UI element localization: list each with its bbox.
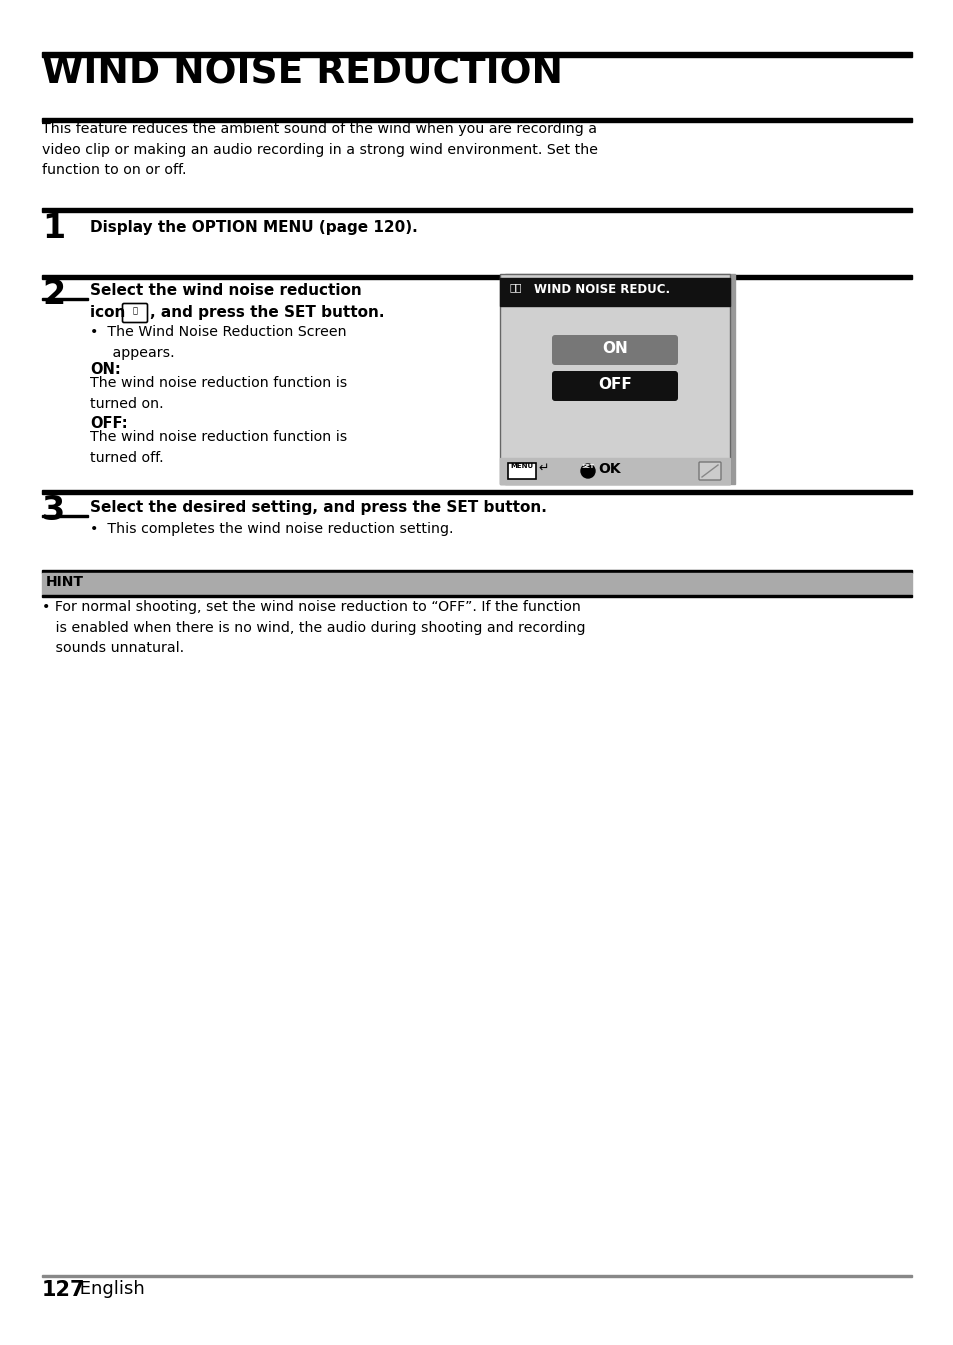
Text: HINT: HINT <box>46 576 84 589</box>
FancyBboxPatch shape <box>552 371 678 401</box>
Text: Select the wind noise reduction: Select the wind noise reduction <box>90 282 361 299</box>
Text: OK: OK <box>598 461 620 476</box>
Text: ON:: ON: <box>90 362 121 377</box>
Bar <box>507 463 536 479</box>
Text: MENU: MENU <box>510 463 533 469</box>
Text: This feature reduces the ambient sound of the wind when you are recording a
vide: This feature reduces the ambient sound o… <box>42 122 598 178</box>
Text: WIND NOISE REDUCTION: WIND NOISE REDUCTION <box>42 55 562 91</box>
Text: ↵: ↵ <box>537 461 548 475</box>
Text: SET: SET <box>581 464 594 469</box>
Bar <box>42 208 911 213</box>
Bar <box>499 274 729 484</box>
Text: Select the desired setting, and press the SET button.: Select the desired setting, and press th… <box>90 500 546 515</box>
Text: 1: 1 <box>42 213 65 245</box>
Bar <box>499 459 729 484</box>
Bar <box>504 274 734 484</box>
Circle shape <box>580 464 595 477</box>
Bar <box>499 278 729 307</box>
Text: 3: 3 <box>42 494 65 527</box>
Text: icon: icon <box>90 305 131 320</box>
Text: 🎤: 🎤 <box>132 307 137 315</box>
FancyBboxPatch shape <box>552 335 678 364</box>
Text: •  The Wind Noise Reduction Screen
     appears.: • The Wind Noise Reduction Screen appear… <box>90 325 346 359</box>
Text: OFF:: OFF: <box>90 416 128 430</box>
Bar <box>42 274 911 278</box>
Text: OFF: OFF <box>598 377 631 391</box>
Text: ON: ON <box>601 342 627 356</box>
Bar <box>42 570 911 573</box>
Text: •  This completes the wind noise reduction setting.: • This completes the wind noise reductio… <box>90 522 453 537</box>
FancyBboxPatch shape <box>699 461 720 480</box>
Bar <box>42 515 88 516</box>
Text: 🎤🍃: 🎤🍃 <box>510 282 522 292</box>
Text: The wind noise reduction function is
turned on.: The wind noise reduction function is tur… <box>90 377 347 410</box>
Text: WIND NOISE REDUC.: WIND NOISE REDUC. <box>534 282 669 296</box>
Bar <box>42 299 88 300</box>
Bar <box>42 490 911 494</box>
Text: 2: 2 <box>42 278 65 311</box>
Text: The wind noise reduction function is
turned off.: The wind noise reduction function is tur… <box>90 430 347 464</box>
Bar <box>42 573 911 594</box>
Bar <box>42 1275 911 1276</box>
Text: Display the OPTION MENU (page 120).: Display the OPTION MENU (page 120). <box>90 221 417 235</box>
Bar <box>42 52 911 56</box>
Text: , and press the SET button.: , and press the SET button. <box>150 305 384 320</box>
Text: 127: 127 <box>42 1280 86 1301</box>
Bar <box>42 594 911 597</box>
Text: • For normal shooting, set the wind noise reduction to “OFF”. If the function
  : • For normal shooting, set the wind nois… <box>42 600 585 655</box>
Bar <box>42 118 911 122</box>
Text: English: English <box>74 1280 145 1298</box>
FancyBboxPatch shape <box>122 304 148 323</box>
